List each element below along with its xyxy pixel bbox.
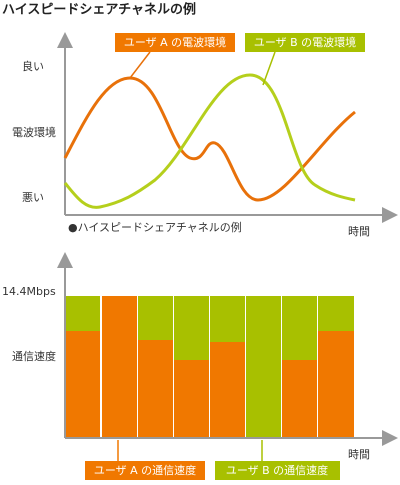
curve-b <box>63 73 356 209</box>
legend-box <box>245 33 365 52</box>
legend-text: ユーザ B の電波環境 <box>254 35 356 49</box>
legend-text: ユーザ B の通信速度 <box>226 463 328 477</box>
y-label: 電波環境 <box>12 125 56 139</box>
y-label: 悪い <box>22 191 44 204</box>
y-label: 良い <box>22 59 44 73</box>
x-label: 時間 <box>348 448 370 461</box>
legend-box <box>85 461 205 480</box>
pointer <box>262 51 276 86</box>
legend-text: ユーザ A の通信速度 <box>94 463 196 477</box>
legend-box <box>115 33 235 52</box>
pointer <box>129 51 151 79</box>
legend-box <box>215 461 340 480</box>
title: ハイスピードシェアチャネルの例 <box>2 2 196 18</box>
x-label: 時間 <box>348 225 370 238</box>
caption: ●ハイスピードシェアチャネルの例 <box>68 220 242 234</box>
bars <box>65 296 354 438</box>
curve-a <box>63 76 356 202</box>
legend-text: ユーザ A の電波環境 <box>124 35 226 49</box>
y-max-label: 14.4Mbps <box>2 285 56 298</box>
y-label: 通信速度 <box>12 349 56 363</box>
